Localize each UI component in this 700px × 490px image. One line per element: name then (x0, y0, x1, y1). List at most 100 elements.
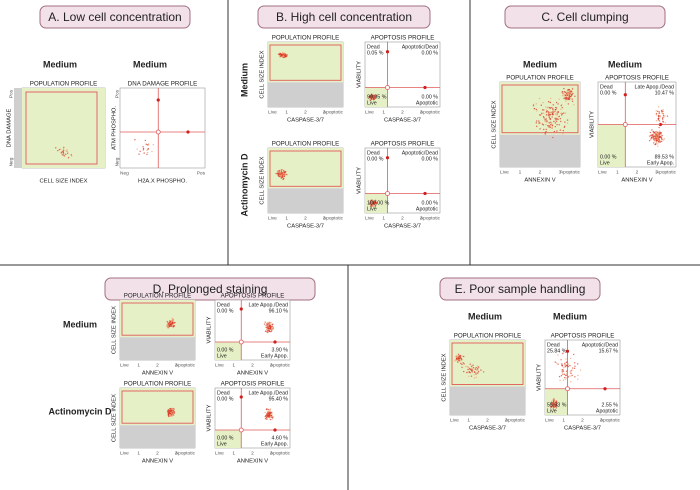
x-tick-label: 2 (581, 417, 584, 423)
debris-region (120, 337, 195, 360)
y-axis-label: CELL SIZE INDEX (492, 100, 498, 148)
quadrant-label: 4.60 % (272, 435, 289, 441)
event-dot (169, 414, 171, 417)
event-dot (563, 112, 565, 114)
event-dot (553, 403, 555, 405)
x-end-label: Pos (197, 170, 206, 176)
event-dot (139, 150, 141, 152)
event-dot (662, 139, 665, 141)
event-dot (550, 400, 553, 403)
event-dot (550, 122, 552, 124)
quadrant-handle (385, 191, 390, 196)
event-dot (657, 115, 660, 117)
event-dot (553, 130, 556, 133)
event-dot (550, 123, 552, 126)
quadrant-handle (623, 93, 627, 97)
event-dot (664, 114, 666, 117)
quadrant-label: 25.84 % (547, 348, 567, 354)
event-dot (541, 109, 544, 111)
quadrant-label: 0.00 % (217, 308, 234, 314)
event-dot (280, 177, 282, 179)
x-tick-label: 1 (232, 450, 235, 456)
event-dot (561, 103, 563, 106)
x-end-label: Apoptotic (505, 417, 526, 423)
event-dot (661, 137, 663, 140)
event-dot (62, 151, 65, 154)
event-dot (655, 134, 657, 137)
event-dot (536, 120, 538, 122)
event-dot (562, 379, 565, 382)
event-dot (372, 97, 375, 99)
x-end-label: Apoptotic (323, 215, 344, 221)
event-dot (478, 366, 480, 368)
event-dot (460, 355, 462, 357)
event-dot (658, 133, 661, 135)
plot: APOPTOSIS PROFILE CASPASE-3/7 VIABILITY Liv… (357, 141, 441, 230)
event-dot (267, 415, 269, 417)
event-dot (569, 371, 571, 373)
event-dot (658, 111, 660, 113)
event-dot (460, 362, 462, 365)
event-dot (566, 91, 568, 94)
event-dot (567, 376, 570, 378)
x-tick-label: 2 (401, 215, 404, 221)
event-dot (266, 321, 269, 324)
y-axis-label: DNA DAMAGE (7, 109, 13, 148)
panel-title: C. Cell clumping (541, 10, 628, 24)
event-dot (541, 112, 543, 115)
x-axis-label: ANNEXIN V (237, 371, 268, 377)
quadrant-label: 0.00 % (422, 94, 439, 100)
event-dot (574, 365, 576, 367)
panel-title: D. Prolonged staining (153, 282, 268, 296)
event-dot (551, 401, 553, 404)
panel-title: A. Low cell concentration (48, 10, 181, 24)
event-dot (571, 98, 573, 100)
event-dot (266, 323, 268, 325)
x-end-label: Live (215, 362, 224, 368)
event-dot (469, 367, 471, 370)
event-dot (269, 411, 271, 413)
event-dot (567, 89, 569, 91)
x-axis-label: ANNEXIN V (621, 178, 652, 184)
event-dot (656, 110, 659, 112)
event-dot (538, 121, 540, 123)
y-axis-label: ATM PHOSPHO. (112, 106, 118, 150)
x-tick-label: 1 (562, 417, 565, 423)
event-dot (573, 104, 575, 106)
event-dot (562, 352, 564, 355)
event-dot (173, 322, 176, 324)
x-tick-label: 3 (600, 417, 603, 423)
event-dot (564, 121, 566, 123)
event-dot (166, 325, 168, 327)
event-dot (664, 122, 666, 124)
event-dot (570, 381, 572, 383)
event-dot (266, 324, 269, 326)
event-dot (169, 412, 171, 415)
x-axis-label: ANNEXIN V (524, 178, 555, 184)
event-dot (456, 354, 458, 357)
event-dot (650, 136, 653, 139)
plot-title: POPULATION PROFILE (124, 381, 192, 388)
x-tick-label: 1 (285, 109, 288, 115)
event-dot (535, 103, 537, 105)
event-dot (283, 53, 285, 55)
x-tick-label: 3 (505, 417, 508, 423)
event-dot (555, 404, 558, 406)
event-dot (66, 150, 69, 153)
x-end-label: Apoptotic (656, 169, 677, 175)
event-dot (552, 136, 554, 139)
y-end-label: Pos (114, 89, 120, 98)
event-dot (280, 55, 283, 57)
x-tick-label: 1 (616, 169, 619, 175)
event-dot (553, 120, 555, 123)
event-dot (471, 367, 473, 370)
event-dot (569, 375, 571, 377)
event-dot (564, 366, 567, 368)
event-dot (660, 140, 663, 143)
event-dot (475, 373, 477, 375)
event-dot (172, 412, 174, 415)
x-end-label: Live (268, 109, 277, 115)
event-dot (552, 408, 554, 410)
gate-region (500, 82, 580, 135)
event-dot (454, 359, 457, 361)
